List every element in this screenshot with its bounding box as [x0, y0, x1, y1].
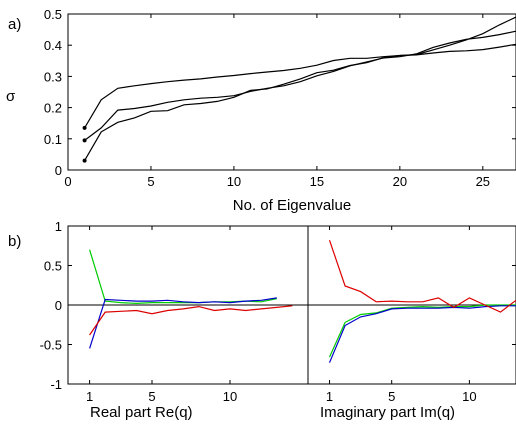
panel-b-right-xlabel: Imaginary part Im(q) — [320, 404, 455, 421]
panel-b-left-xtick-label: 1 — [86, 389, 93, 404]
panel-a-xtick-label: 10 — [227, 174, 241, 189]
panel-b-right-series-2 — [328, 305, 516, 363]
panel-b-label: b) — [8, 233, 21, 250]
panel-a-ytick-label: 0 — [55, 163, 62, 178]
panel-b-ytick-label: -1 — [50, 377, 62, 392]
panel-b-right-xtick-label: 5 — [388, 389, 395, 404]
panel-a-ylabel: σ — [6, 88, 16, 105]
panel-a: a) σ No. of Eigenvalue 0 5 10 15 20 25 0 0.1 0.2… — [6, 7, 516, 214]
panel-a-xtick-label: 25 — [476, 174, 490, 189]
panel-b-right-xtick-label: 1 — [326, 389, 333, 404]
panel-a-series-3 — [84, 16, 516, 161]
panel-a-series-2-start-point — [82, 138, 87, 143]
panel-b-ytick-label: 0.5 — [44, 259, 62, 274]
panel-b-ytick-label: -0.5 — [40, 338, 62, 353]
panel-b-right-xtick-label: 10 — [462, 389, 476, 404]
panel-a-series-2 — [84, 30, 516, 141]
panel-b: b) Real part Re(q) Imaginary part Im(q) … — [8, 219, 516, 421]
panel-a-frame — [67, 13, 516, 171]
panel-b-right-series-3 — [328, 240, 516, 313]
panel-a-xlabel: No. of Eigenvalue — [233, 197, 351, 214]
panel-a-ytick-label: 0.4 — [44, 38, 62, 53]
panel-b-left-series-3 — [89, 305, 293, 336]
panel-b-left-xtick-label: 5 — [148, 389, 155, 404]
panel-b-ytick-label: 0 — [55, 298, 62, 313]
panel-a-xtick-label: 0 — [64, 174, 71, 189]
panel-b-left-series-2 — [89, 297, 277, 349]
panel-a-ytick-label: 0.2 — [44, 101, 62, 116]
panel-b-right-series-1 — [328, 304, 516, 358]
panel-a-xtick-label: 5 — [147, 174, 154, 189]
panel-a-series-3-start-point — [82, 158, 87, 163]
panel-a-xtick-label: 20 — [393, 174, 407, 189]
panel-b-left-xtick-label: 10 — [223, 389, 237, 404]
panel-a-xtick-label: 15 — [310, 174, 324, 189]
panel-a-ytick-label: 0.5 — [44, 7, 62, 22]
panel-a-ytick-label: 0.1 — [44, 132, 62, 147]
panel-a-ytick-label: 0.3 — [44, 69, 62, 84]
panel-b-left-series-1 — [89, 249, 277, 305]
panel-b-ytick-label: 1 — [55, 219, 62, 234]
panel-a-series-1 — [84, 43, 516, 129]
panel-a-label: a) — [8, 16, 21, 33]
panel-a-series-1-start-point — [82, 125, 87, 130]
panel-b-left-xlabel: Real part Re(q) — [90, 404, 193, 421]
